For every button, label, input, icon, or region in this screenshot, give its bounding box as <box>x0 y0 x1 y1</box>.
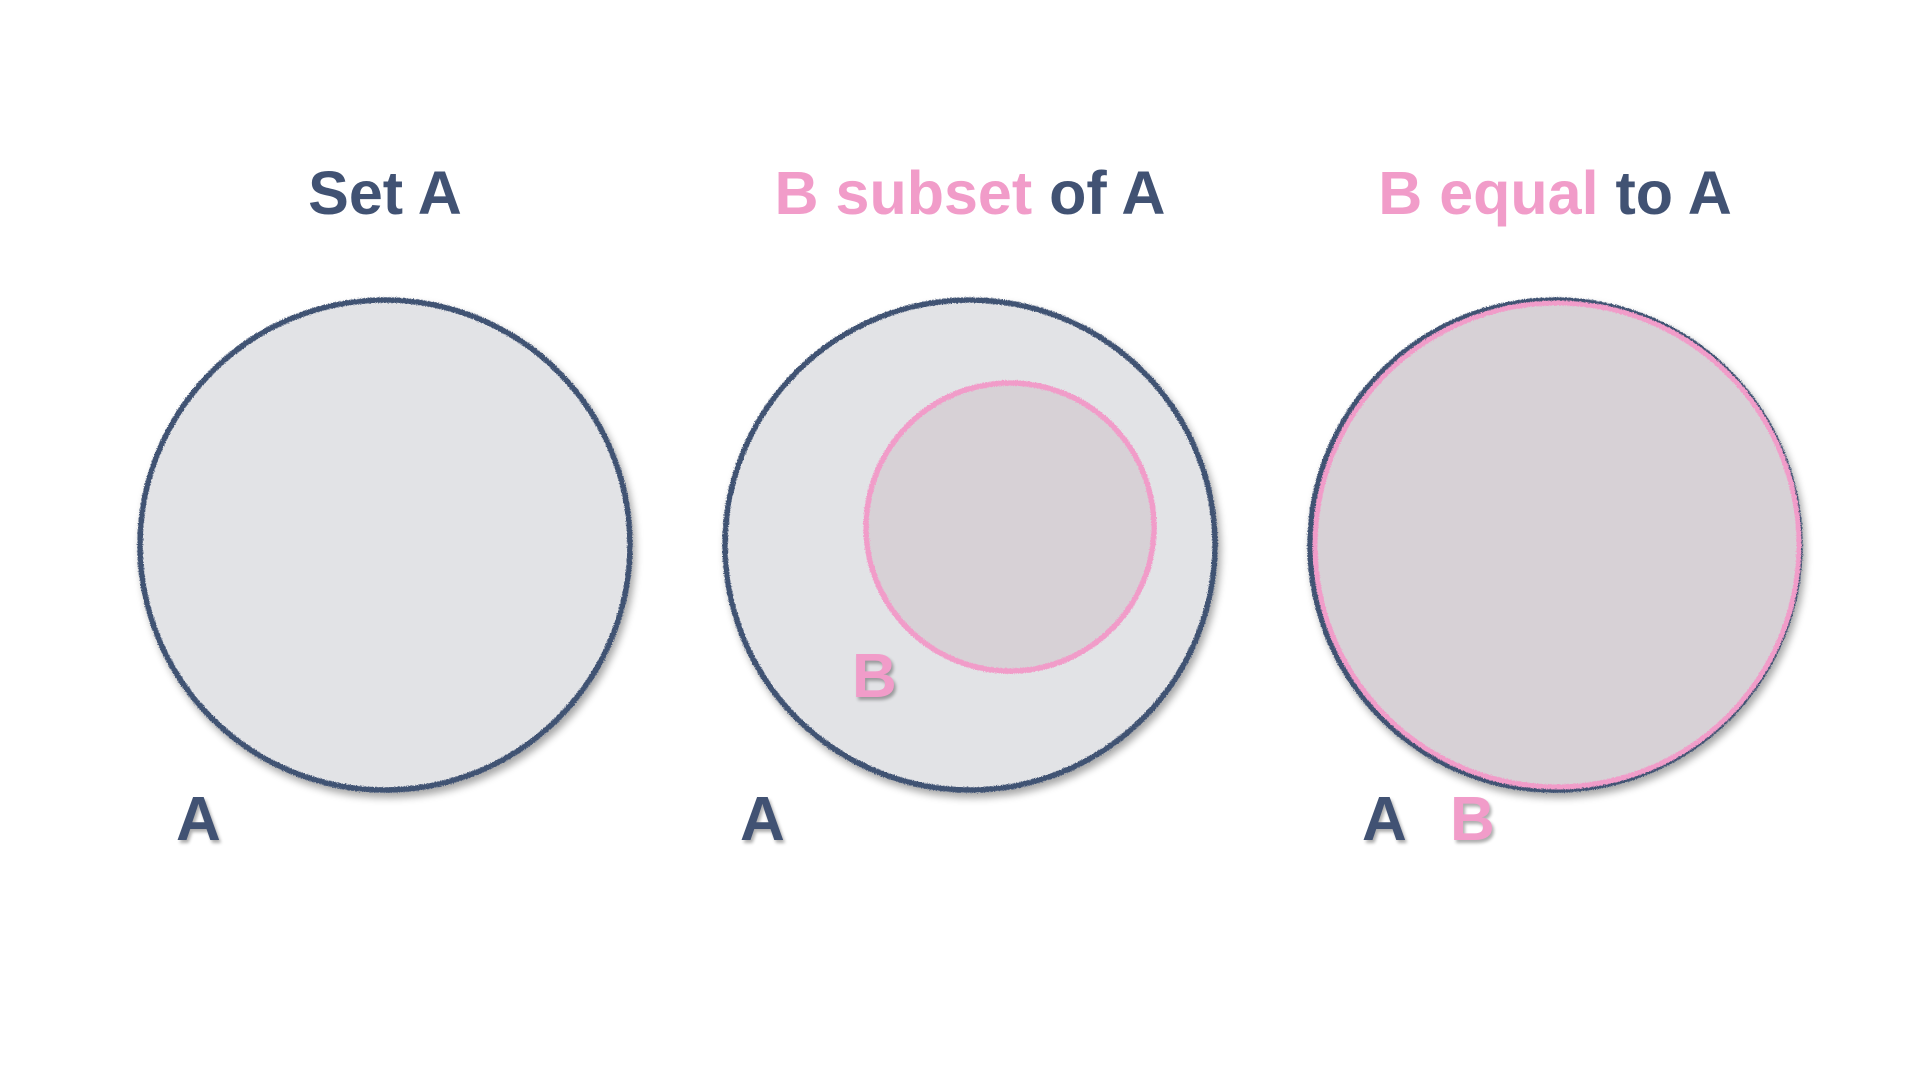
set-a-circle <box>137 297 633 793</box>
panel-title-b-equal-to-a: B equal to A <box>1275 155 1835 231</box>
title-part-pink: B subset <box>774 159 1033 227</box>
panel-title-set-a: Set A <box>105 155 665 231</box>
panel-b-subset-of-a <box>722 297 1218 793</box>
title-part-navy: Set A <box>308 159 462 227</box>
set-a-label: A <box>176 785 221 854</box>
set-b-circle <box>1312 300 1802 790</box>
set-b-label: B <box>852 642 897 711</box>
panel-title-b-subset-of-a: B subset of A <box>690 155 1250 231</box>
title-part-pink: B equal <box>1378 159 1599 227</box>
panel-set-a <box>137 297 633 793</box>
set-b-circle <box>863 380 1157 674</box>
set-a-label: A <box>740 785 785 854</box>
set-b-label: B <box>1450 785 1495 854</box>
set-a-label: A <box>1362 785 1407 854</box>
panel-b-equal-to-a <box>1307 297 1803 793</box>
title-part-navy: to A <box>1615 159 1732 227</box>
title-part-navy: of A <box>1049 159 1166 227</box>
